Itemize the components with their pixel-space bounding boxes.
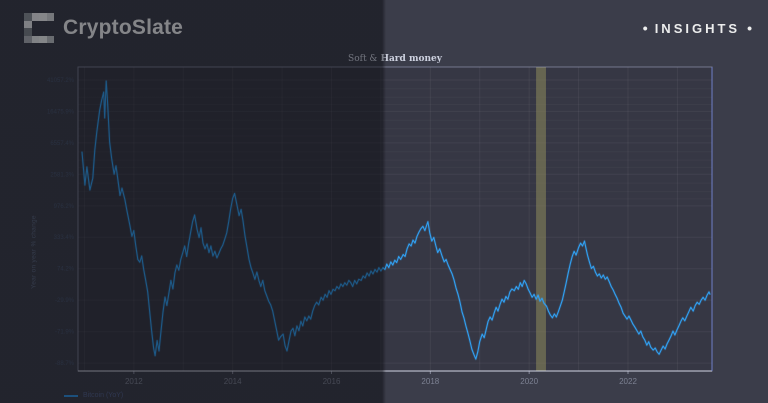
- brand-name: CryptoSlate: [63, 16, 184, 39]
- cryptoslate-logo-icon: [24, 13, 54, 43]
- y-tick-label: -71.9%: [55, 330, 75, 336]
- legend-line-swatch: [64, 394, 78, 397]
- x-tick-label: 2018: [421, 377, 439, 386]
- brand[interactable]: CryptoSlate: [24, 13, 183, 43]
- y-tick-label: 16475.9%: [47, 109, 75, 115]
- y-tick-label: 74.2%: [57, 267, 75, 273]
- insights-bullet-left: •: [642, 20, 648, 36]
- insights-text: INSIGHTS: [654, 20, 741, 36]
- x-tick-label: 2022: [619, 377, 637, 386]
- y-tick-label: 6557.4%: [50, 141, 74, 147]
- x-tick-label: 2012: [125, 377, 143, 386]
- series-line: [81, 80, 711, 360]
- header: CryptoSlate • INSIGHTS •: [0, 0, 768, 56]
- chart-title-regular: Soft &: [348, 54, 378, 64]
- x-tick-label: 2016: [323, 377, 341, 386]
- highlight-band: [536, 67, 546, 371]
- y-tick-label: -29.9%: [55, 298, 75, 304]
- insights-bullet-right: •: [747, 20, 752, 36]
- legend-label: Bitcoin (YoY): [83, 392, 124, 399]
- y-tick-label: -88.7%: [55, 361, 75, 367]
- y-tick-label: 41057.2%: [47, 78, 75, 84]
- x-tick-label: 2020: [520, 377, 538, 386]
- y-tick-label: 333.4%: [54, 235, 75, 241]
- legend: Bitcoin (YoY): [64, 392, 123, 399]
- plot-background: [78, 67, 712, 371]
- x-tick-label: 2014: [224, 377, 242, 386]
- y-tick-label: 976.2%: [54, 204, 75, 210]
- insights-label[interactable]: • INSIGHTS •: [643, 20, 752, 36]
- chart-title: Soft & Hard money: [78, 54, 712, 64]
- chart-title-bold: Hard money: [380, 54, 442, 64]
- y-tick-label: 2581.3%: [50, 172, 74, 178]
